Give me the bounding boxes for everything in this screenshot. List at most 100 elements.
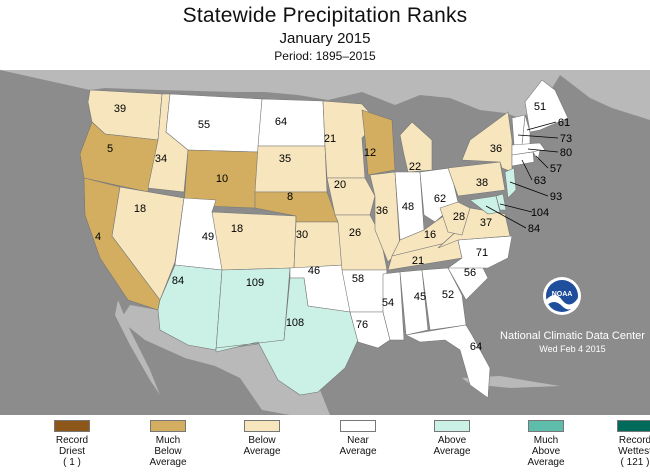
- rank-label-nj: 93: [550, 191, 562, 203]
- rank-label-md: 84: [528, 223, 540, 235]
- legend-label-line: Above: [437, 435, 467, 446]
- legend-label-line: Average: [339, 446, 377, 457]
- legend-label: Record Driest( 1 ): [36, 435, 108, 468]
- period-label: Period: 1895–2015: [274, 49, 376, 63]
- legend-label-line: Average: [149, 457, 187, 468]
- legend-swatch: [617, 420, 650, 432]
- state-la: [349, 311, 391, 349]
- leader-line-nh: [526, 121, 557, 131]
- rank-label-id: 34: [155, 153, 167, 165]
- rank-label-or: 5: [107, 143, 113, 155]
- rank-label-ok: 46: [308, 265, 320, 277]
- rank-label-me: 51: [534, 101, 546, 113]
- leader-line-nj: [509, 181, 549, 197]
- rank-label-nh: 61: [558, 117, 570, 129]
- date-stamp: Wed Feb 4 2015: [539, 344, 606, 354]
- rank-label-ca: 4: [95, 231, 101, 243]
- rank-label-vt: 73: [560, 133, 572, 145]
- state-nj: [504, 167, 517, 199]
- legend-swatch: [244, 420, 280, 432]
- rank-label-nd: 64: [275, 116, 287, 128]
- legend-label: Below Average: [226, 435, 298, 457]
- rank-label-ia: 20: [334, 179, 346, 191]
- state-tx: [215, 277, 359, 396]
- legend: Record Driest( 1 ) Much Below Average Below Av…: [0, 420, 650, 475]
- rank-label-ne: 8: [287, 191, 293, 203]
- leader-line-ma: [527, 148, 559, 153]
- legend-label-line: Record: [618, 435, 650, 446]
- rank-label-ga: 52: [442, 289, 454, 301]
- rank-label-sd: 35: [279, 153, 291, 165]
- rank-label-mo: 26: [349, 227, 361, 239]
- legend-label-line: Average: [527, 457, 565, 468]
- state-al: [399, 269, 429, 336]
- leader-line-vt: [517, 134, 559, 139]
- leader-line-ri: [535, 155, 549, 169]
- rank-label-mt: 55: [198, 119, 210, 131]
- rank-label-ct: 63: [534, 175, 546, 187]
- state-ia: [326, 177, 376, 216]
- rank-label-oh: 62: [434, 193, 446, 205]
- rank-label-ri: 57: [550, 163, 562, 175]
- legend-label-line: Much: [155, 435, 181, 446]
- legend-label-line: Record: [55, 435, 89, 446]
- state-wv: [439, 201, 471, 236]
- canada-landmass: [0, 70, 650, 120]
- legend-item: Much Above Average: [510, 420, 582, 468]
- rank-label-ut: 49: [202, 231, 214, 243]
- legend-label-line: Average: [433, 446, 471, 457]
- legend-label: Much Below Average: [132, 435, 204, 468]
- state-wi: [361, 109, 396, 176]
- state-ar: [341, 269, 388, 313]
- state-nd: [257, 98, 326, 147]
- legend-label-line: Wettest: [618, 446, 650, 457]
- rank-label-wa: 39: [114, 103, 126, 115]
- legend-swatch: [434, 420, 470, 432]
- map-title: Statewide Precipitation Ranks: [182, 4, 468, 27]
- state-co: [211, 211, 297, 271]
- legend-label-line: Near: [347, 435, 369, 446]
- rank-label-az: 84: [172, 275, 184, 287]
- rank-label-ar: 58: [352, 273, 364, 285]
- state-nc: [447, 235, 513, 269]
- rank-label-wy: 10: [216, 173, 228, 185]
- legend-swatch: [150, 420, 186, 432]
- legend-label-line: ( 121 ): [620, 457, 650, 468]
- rank-label-mn: 21: [324, 133, 336, 145]
- us-precipitation-map: 3954341855104984181096435830461082120265…: [0, 70, 650, 415]
- svg-text:NOAA: NOAA: [552, 291, 573, 298]
- rank-label-ma: 80: [560, 147, 572, 159]
- rank-label-ky: 16: [424, 229, 436, 241]
- legend-item: Below Average: [226, 420, 298, 457]
- leader-line-md: [485, 205, 527, 229]
- legend-item: Above Average: [416, 420, 488, 457]
- legend-label: Near Average: [322, 435, 394, 457]
- noaa-logo: NOAA: [543, 277, 581, 315]
- state-ms: [382, 271, 405, 341]
- rank-label-in: 48: [402, 201, 414, 213]
- legend-swatch: [528, 420, 564, 432]
- rank-label-sc: 56: [464, 267, 476, 279]
- legend-label-line: Below: [248, 435, 276, 446]
- rank-label-tx: 108: [286, 317, 304, 329]
- rank-label-nm: 109: [246, 277, 264, 289]
- state-ga: [421, 267, 467, 331]
- rank-label-ks: 30: [296, 229, 308, 241]
- rank-label-mi: 22: [409, 161, 421, 173]
- legend-label: Record Wettest( 121 ): [599, 435, 650, 468]
- organization-name: National Climatic Data Center: [500, 330, 645, 342]
- legend-label: Much Above Average: [510, 435, 582, 468]
- rank-label-il: 36: [376, 205, 388, 217]
- legend-item: Record Driest( 1 ): [36, 420, 108, 468]
- rank-label-de: 104: [531, 207, 549, 219]
- legend-item: Much Below Average: [132, 420, 204, 468]
- legend-label-line: Above: [531, 446, 561, 457]
- legend-swatch: [340, 420, 376, 432]
- state-nv: [111, 186, 185, 301]
- state-pa: [447, 161, 506, 197]
- rank-label-pa: 38: [476, 177, 488, 189]
- rank-label-ny: 36: [490, 143, 502, 155]
- leader-line-ct: [521, 159, 533, 181]
- rank-label-tn: 21: [412, 255, 424, 267]
- rank-label-al: 45: [414, 291, 426, 303]
